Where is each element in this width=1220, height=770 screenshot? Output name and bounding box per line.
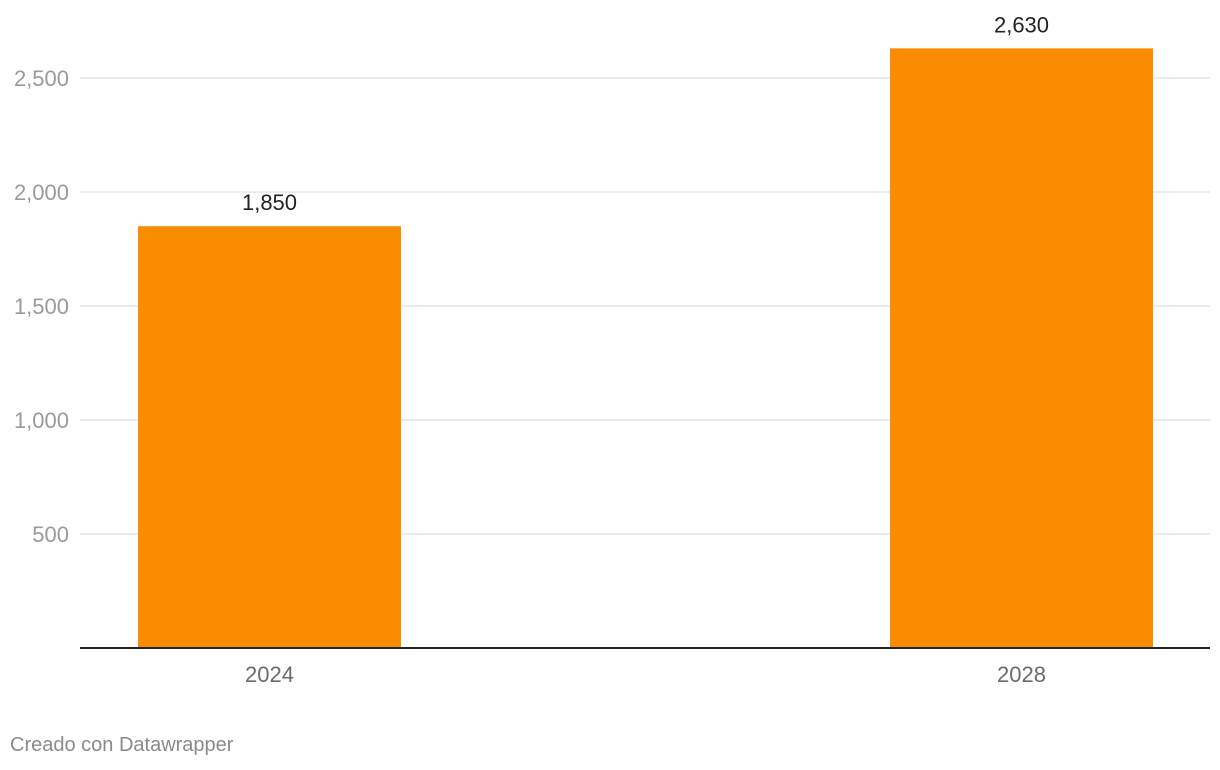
y-tick-label: 1,000 (14, 408, 69, 433)
y-tick-label: 1,500 (14, 294, 69, 319)
y-axis-tick-labels: 500 1,000 1,500 2,000 2,500 (14, 66, 69, 547)
datawrapper-credit: Creado con Datawrapper (10, 734, 234, 756)
bar-2028 (890, 48, 1153, 649)
bar-2024 (138, 226, 401, 648)
bar-value-label: 1,850 (242, 190, 297, 215)
bars (138, 48, 1153, 649)
x-category-label: 2024 (245, 662, 294, 687)
x-category-label: 2028 (997, 662, 1046, 687)
y-tick-label: 500 (32, 522, 69, 547)
x-axis-category-labels: 2024 2028 (245, 662, 1046, 687)
y-tick-label: 2,000 (14, 180, 69, 205)
bar-value-labels: 1,850 2,630 (242, 12, 1049, 215)
y-tick-label: 2,500 (14, 66, 69, 91)
bar-value-label: 2,630 (994, 12, 1049, 37)
